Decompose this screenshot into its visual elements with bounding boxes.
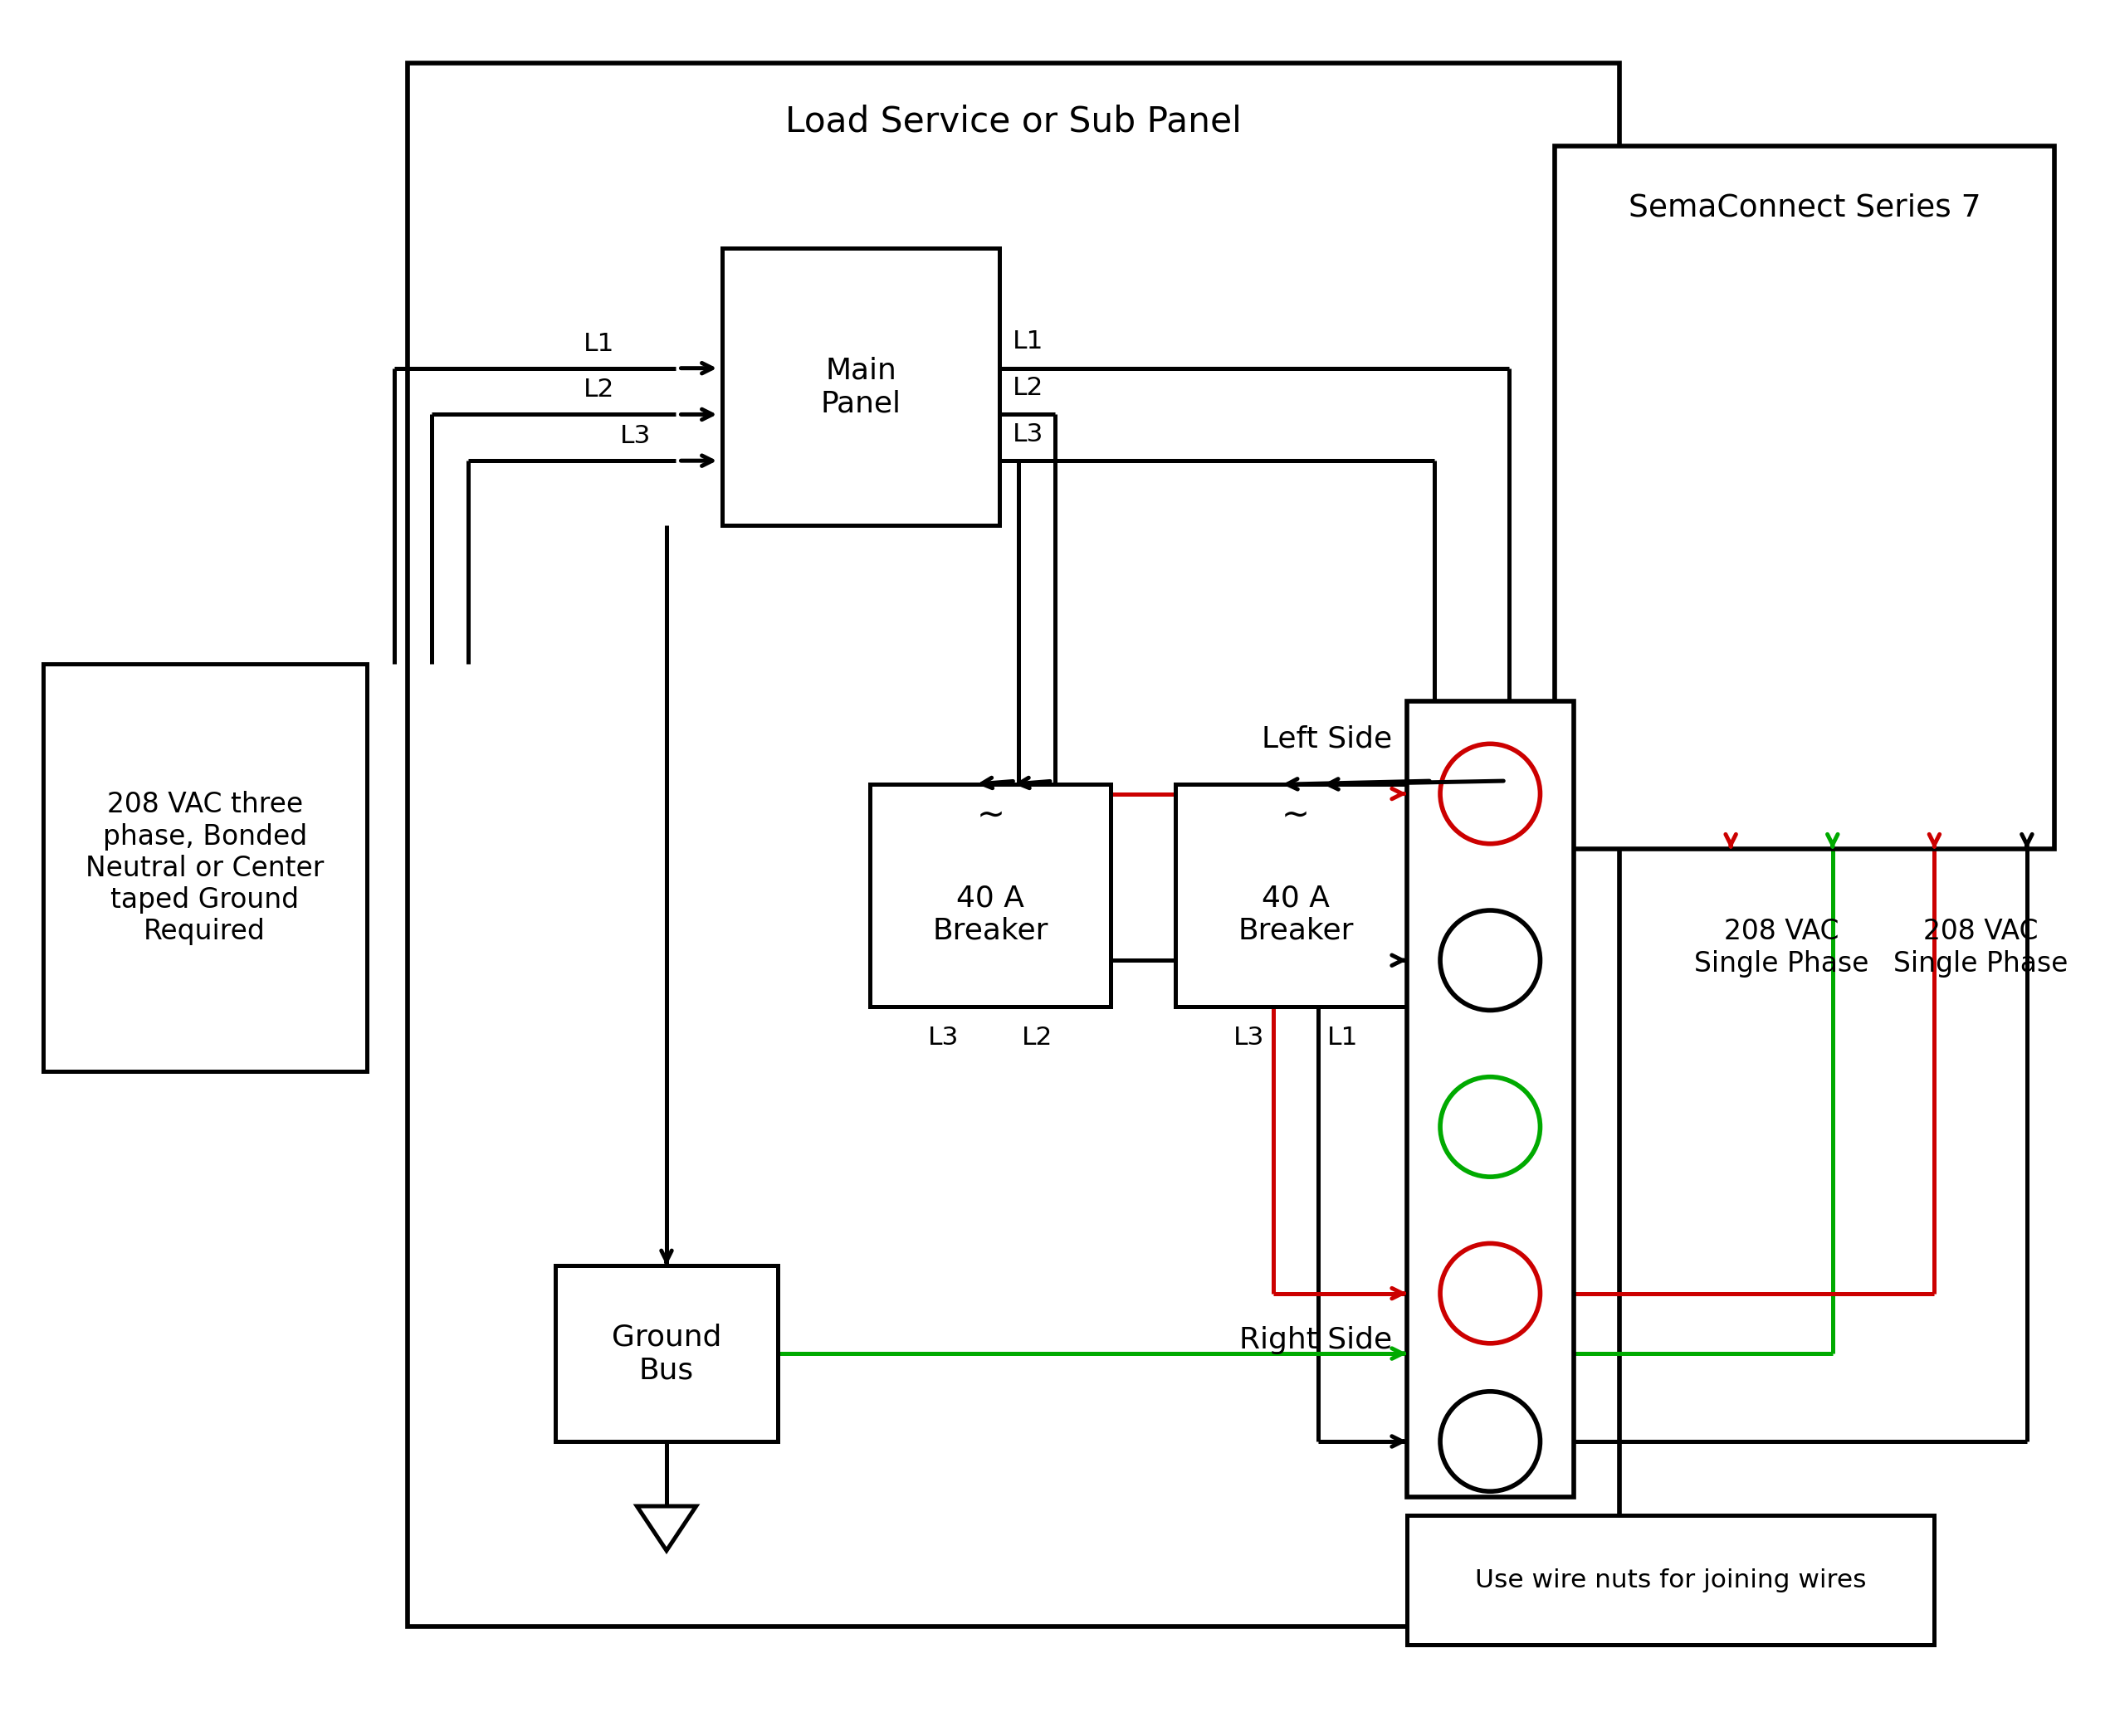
Bar (555, 1266, 776, 1441)
Circle shape (1439, 1392, 1540, 1491)
Text: 208 VAC three
phase, Bonded
Neutral or Center
taped Ground
Required: 208 VAC three phase, Bonded Neutral or C… (84, 792, 325, 944)
Text: L1: L1 (582, 332, 614, 356)
Circle shape (1439, 911, 1540, 1010)
Text: 40 A
Breaker: 40 A Breaker (1239, 884, 1353, 944)
Text: ∼: ∼ (977, 800, 1004, 833)
Text: Ground
Bus: Ground Bus (612, 1323, 722, 1384)
Text: Main
Panel: Main Panel (821, 356, 901, 417)
Text: L2: L2 (582, 378, 614, 401)
Circle shape (1439, 1243, 1540, 1344)
Text: SemaConnect Series 7: SemaConnect Series 7 (1629, 193, 1981, 222)
Text: Load Service or Sub Panel: Load Service or Sub Panel (785, 104, 1241, 139)
Text: L1: L1 (1327, 1026, 1359, 1049)
Circle shape (1439, 1076, 1540, 1177)
Text: Right Side: Right Side (1239, 1326, 1393, 1354)
Text: Use wire nuts for joining wires: Use wire nuts for joining wires (1475, 1568, 1865, 1592)
Text: Left Side: Left Side (1262, 724, 1393, 753)
Text: L1: L1 (1013, 330, 1044, 354)
Bar (42, 665, 367, 1071)
Text: L3: L3 (928, 1026, 958, 1049)
Text: L3: L3 (1232, 1026, 1264, 1049)
Text: 208 VAC
Single Phase: 208 VAC Single Phase (1893, 918, 2068, 977)
Bar (722, 248, 1000, 526)
Text: L3: L3 (1013, 422, 1044, 446)
Text: ∼: ∼ (1281, 800, 1310, 833)
Text: 40 A
Breaker: 40 A Breaker (933, 884, 1049, 944)
Bar (869, 785, 1110, 1007)
Text: L3: L3 (620, 424, 652, 448)
Bar (1407, 1516, 1935, 1646)
Text: 208 VAC
Single Phase: 208 VAC Single Phase (1694, 918, 1869, 977)
Circle shape (1439, 745, 1540, 844)
Text: L2: L2 (1013, 377, 1044, 399)
Text: L2: L2 (1021, 1026, 1053, 1049)
Bar (1555, 146, 2055, 849)
Bar (1175, 785, 1416, 1007)
Bar (407, 62, 1618, 1627)
Bar (1407, 701, 1574, 1496)
